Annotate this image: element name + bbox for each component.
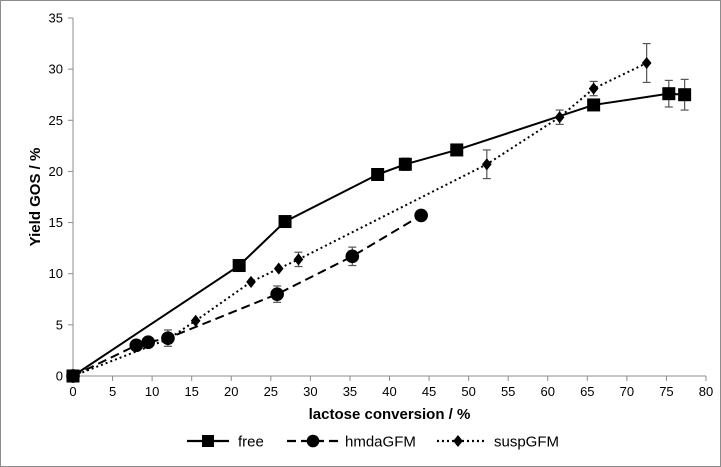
series-suspGFM [68,42,652,383]
data-point-suspGFM [190,314,201,327]
data-point-free [662,87,676,101]
data-point-suspGFM [273,262,284,275]
data-point-suspGFM [163,333,173,346]
legend-label-suspGFM: suspGFM [494,434,559,451]
legend-marker-hmdaGFM [306,434,320,448]
x-tick-label: 50 [461,384,475,399]
data-point-hmdaGFM [141,335,155,350]
data-point-free [450,143,464,157]
data-point-hmdaGFM [270,287,284,301]
y-axis-title: Yield GOS / % [27,148,44,247]
series-layer [66,42,692,383]
legend-label-free: free [238,434,264,451]
data-point-free [371,167,385,181]
y-tick-label: 5 [56,317,63,332]
x-tick-label: 20 [224,384,238,399]
x-tick-label: 55 [501,384,515,399]
legend-item-free: free [187,434,264,451]
data-point-free [398,157,412,171]
y-tick-label: 20 [49,164,63,179]
data-point-hmdaGFM [345,249,360,264]
x-tick-label: 60 [541,384,555,399]
data-point-suspGFM [246,275,256,288]
data-point-suspGFM [68,369,78,383]
legend-label-hmdaGFM: hmdaGFM [345,434,416,451]
y-tick-label: 0 [56,369,63,384]
data-point-suspGFM [293,253,304,266]
x-tick-label: 0 [69,384,76,399]
y-tick-label: 25 [49,113,63,128]
series-line-hmdaGFM [72,214,422,377]
x-axis-title: lactose conversion / % [309,406,471,423]
x-tick-label: 25 [264,384,278,399]
series-free [66,78,692,383]
data-point-suspGFM [554,111,565,124]
x-tick-label: 35 [343,384,357,399]
data-point-hmdaGFM [129,338,144,353]
x-tick-label: 15 [184,384,198,399]
data-point-free [232,259,246,273]
x-tick-label: 45 [422,384,436,399]
y-tick-label: 35 [49,11,63,26]
legend: free hmdaGFM suspGFM [187,434,559,451]
x-tick-label: 75 [659,384,673,399]
data-point-suspGFM [481,158,492,171]
x-tick-label: 5 [109,384,116,399]
series-line-suspGFM [72,62,648,377]
data-point-suspGFM [588,82,599,95]
axes: 0 5 10 15 20 25 30 35 40 45 50 55 60 65 70 75 80 0 5 10 15 20… [49,11,714,400]
x-tick-label: 80 [699,384,713,399]
x-tick-label: 65 [580,384,594,399]
legend-marker-free [202,435,214,447]
data-point-free [678,88,692,102]
y-tick-label: 30 [49,62,63,77]
y-tick-label: 15 [49,215,63,230]
y-tick-label: 10 [49,266,63,281]
legend-item-hmdaGFM: hmdaGFM [287,434,416,451]
x-tick-label: 40 [382,384,396,399]
legend-item-suspGFM: suspGFM [437,434,559,451]
legend-marker-suspGFM [453,434,463,448]
data-point-suspGFM [641,56,652,70]
data-point-hmdaGFM [414,208,428,223]
x-tick-label: 70 [620,384,634,399]
data-point-free [587,98,601,112]
x-tick-label: 30 [303,384,317,399]
x-tick-label: 10 [145,384,159,399]
data-point-free [278,215,292,229]
